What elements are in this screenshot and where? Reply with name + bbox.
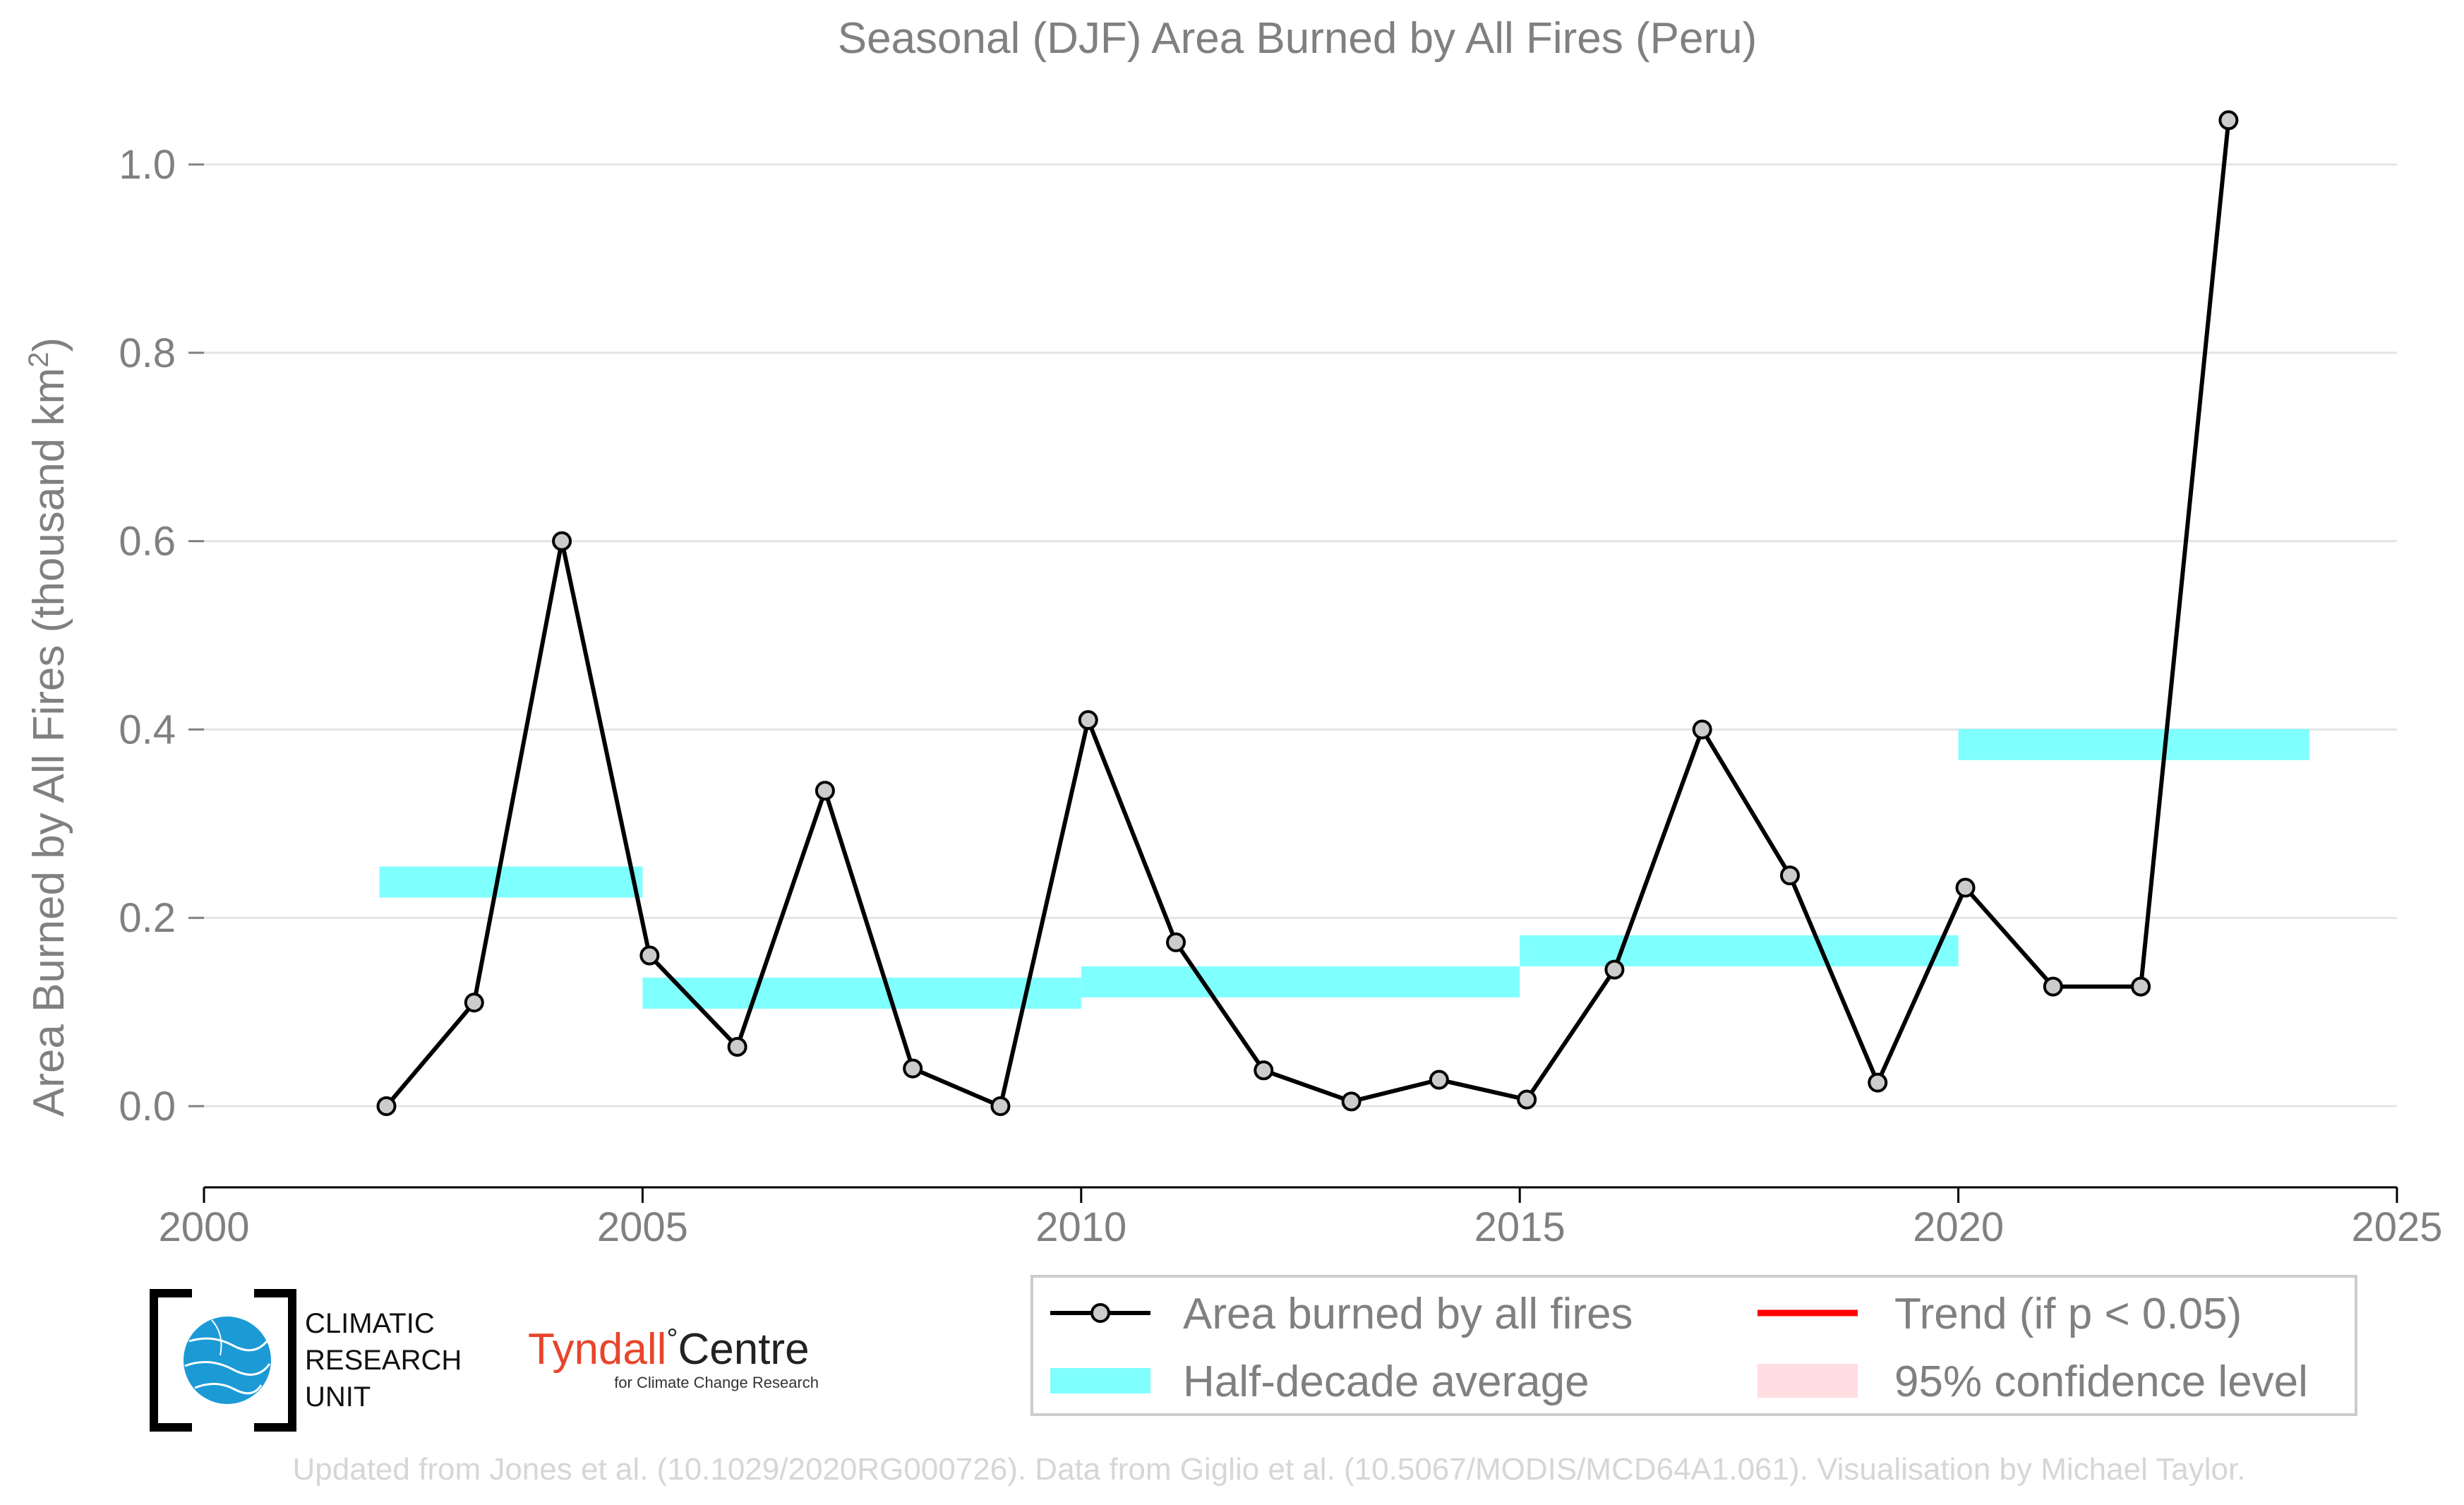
tyndall-wordmark: Tyndall°Centre xyxy=(528,1324,810,1374)
data-point xyxy=(990,1096,1011,1116)
data-point xyxy=(464,993,484,1013)
data-point xyxy=(1078,710,1098,731)
x-tick-label: 2015 xyxy=(1474,1204,1565,1250)
data-point xyxy=(815,781,835,801)
cru-line-2: RESEARCH xyxy=(305,1345,462,1376)
cru-bracket-left xyxy=(150,1289,192,1432)
data-point xyxy=(1868,1072,1888,1093)
x-tick-label: 2020 xyxy=(1913,1204,2004,1250)
x-axis: 2000 2005 2010 2015 2020 2025 xyxy=(158,1187,2443,1250)
data-point xyxy=(1955,877,1976,898)
credit-line: Updated from Jones et al. (10.1029/2020R… xyxy=(293,1452,2246,1487)
data-point xyxy=(552,531,572,551)
y-tick-label: 0.2 xyxy=(119,895,176,941)
data-point xyxy=(1779,865,1800,886)
half-decade-band xyxy=(642,977,1081,1009)
y-tick-label: 1.0 xyxy=(119,142,176,188)
legend-entry-confidence: 95% confidence level xyxy=(1757,1357,2308,1406)
data-point xyxy=(1604,959,1625,980)
data-point xyxy=(2043,976,2063,997)
y-axis-title: Area Burned by All Fires (thousand km2) xyxy=(23,337,73,1117)
legend-label-area-burned: Area burned by all fires xyxy=(1183,1290,1633,1338)
half-decade-average-bands xyxy=(379,728,2309,1009)
data-point xyxy=(376,1096,397,1116)
legend-entry-area-burned: Area burned by all fires xyxy=(1050,1290,1633,1338)
data-point xyxy=(1429,1069,1449,1090)
legend-entry-half-decade: Half-decade average xyxy=(1050,1357,1589,1406)
half-decade-band xyxy=(1520,935,1959,966)
legend-entry-trend: Trend (if p < 0.05) xyxy=(1757,1290,2242,1338)
cru-bracket-right xyxy=(254,1289,296,1432)
data-point xyxy=(1166,932,1186,952)
y-tick-label: 0.0 xyxy=(119,1084,176,1129)
legend-label-trend: Trend (if p < 0.05) xyxy=(1894,1290,2242,1338)
tyndall-degree: ° xyxy=(666,1324,678,1355)
data-point xyxy=(1254,1060,1274,1081)
chart-title: Seasonal (DJF) Area Burned by All Fires … xyxy=(838,14,1757,63)
x-tick-label: 2010 xyxy=(1035,1204,1126,1250)
y-tick-label: 0.4 xyxy=(119,707,176,752)
data-point xyxy=(727,1036,747,1057)
tyndall-centre: Centre xyxy=(678,1325,809,1374)
legend-label-half-decade: Half-decade average xyxy=(1183,1357,1589,1406)
legend: Area burned by all fires Trend (if p < 0… xyxy=(1030,1275,2357,1416)
series-markers xyxy=(376,110,2239,1116)
globe-icon xyxy=(184,1317,271,1404)
series-line-area-burned xyxy=(385,119,2231,1108)
y-axis: 0.0 0.2 0.4 0.6 0.8 1.0 xyxy=(119,142,204,1129)
cru-line-3: UNIT xyxy=(305,1381,371,1413)
data-point xyxy=(1341,1091,1362,1112)
cru-line-1: CLIMATIC xyxy=(305,1308,435,1339)
x-tick-label: 2025 xyxy=(2351,1204,2442,1250)
y-tick-label: 0.6 xyxy=(119,519,176,565)
y-axis-title-sup: 2 xyxy=(23,352,54,368)
tyndall-logo: Tyndall°Centre for Climate Change Resear… xyxy=(528,1324,819,1391)
half-decade-band xyxy=(1081,966,1520,997)
x-tick-label: 2000 xyxy=(158,1204,249,1250)
tyndall-name: Tyndall xyxy=(528,1325,666,1374)
legend-label-confidence: 95% confidence level xyxy=(1894,1357,2308,1406)
y-axis-title-main: Area Burned by All Fires (thousand km xyxy=(25,368,73,1117)
tyndall-subtitle: for Climate Change Research xyxy=(614,1374,819,1391)
gridlines xyxy=(204,163,2397,1108)
data-point xyxy=(2131,976,2151,997)
data-point xyxy=(2218,110,2239,131)
y-tick-label: 0.8 xyxy=(119,330,176,376)
cru-logo: CLIMATIC RESEARCH UNIT xyxy=(150,1289,462,1432)
half-decade-band xyxy=(379,866,643,898)
half-decade-band xyxy=(1958,728,2309,760)
x-tick-label: 2005 xyxy=(597,1204,688,1250)
data-point xyxy=(1517,1089,1537,1110)
legend-box xyxy=(1030,1275,2357,1416)
data-point xyxy=(639,945,660,966)
y-axis-title-close: ) xyxy=(25,337,73,352)
data-point xyxy=(1692,719,1712,740)
data-point xyxy=(903,1058,923,1079)
